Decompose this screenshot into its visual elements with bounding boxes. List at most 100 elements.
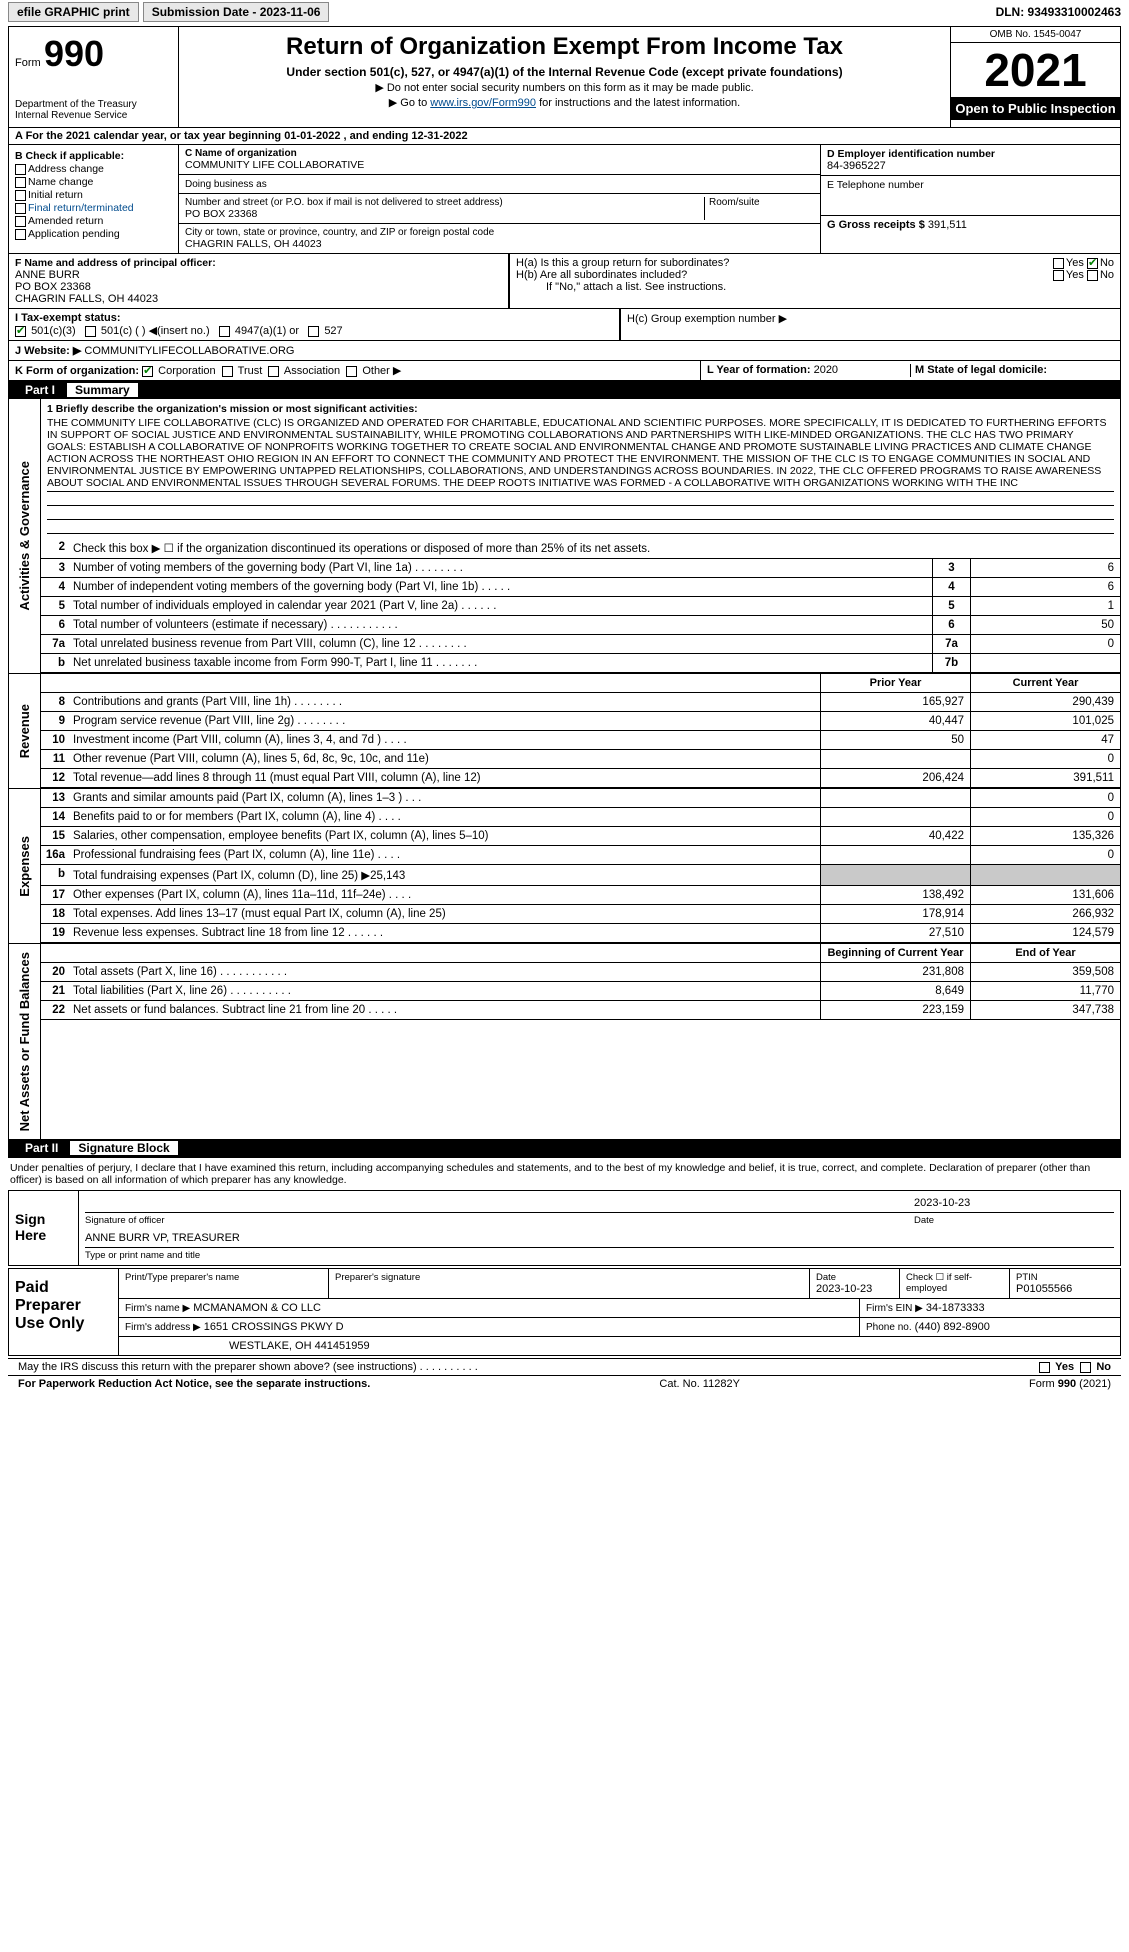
paid-preparer-block: Paid Preparer Use Only Print/Type prepar… [8, 1268, 1121, 1356]
table-row: 18Total expenses. Add lines 13–17 (must … [41, 905, 1120, 924]
omb-number: OMB No. 1545-0047 [951, 27, 1120, 43]
firm-ein: 34-1873333 [926, 1302, 985, 1314]
col-beginning-year: Beginning of Current Year [820, 944, 970, 962]
table-row: 15Salaries, other compensation, employee… [41, 827, 1120, 846]
discuss-yes[interactable] [1039, 1362, 1050, 1373]
form-header: Form 990 Department of the Treasury Inte… [9, 27, 1120, 128]
table-row: 16aProfessional fundraising fees (Part I… [41, 846, 1120, 865]
tax-year: 2021 [951, 43, 1120, 97]
sidebar-net-assets: Net Assets or Fund Balances [9, 944, 41, 1139]
efile-button[interactable]: efile GRAPHIC print [8, 2, 139, 22]
h-c: H(c) Group exemption number ▶ [620, 309, 1120, 340]
mission-text: THE COMMUNITY LIFE COLLABORATIVE (CLC) I… [47, 417, 1114, 492]
table-row: 11Other revenue (Part VIII, column (A), … [41, 750, 1120, 769]
firm-addr1: 1651 CROSSINGS PKWY D [204, 1321, 344, 1333]
dept-label: Department of the Treasury Internal Reve… [15, 99, 172, 121]
self-employed-check[interactable]: Check ☐ if self-employed [900, 1269, 1010, 1298]
irs-link[interactable]: www.irs.gov/Form990 [430, 97, 536, 109]
room-suite: Room/suite [704, 197, 814, 220]
table-row: 7aTotal unrelated business revenue from … [41, 635, 1120, 654]
check-association[interactable] [268, 366, 279, 377]
table-row: 5Total number of individuals employed in… [41, 597, 1120, 616]
website: COMMUNITYLIFECOLLABORATIVE.ORG [84, 345, 294, 357]
form-subtitle-1: Under section 501(c), 527, or 4947(a)(1)… [185, 65, 944, 79]
table-row: 19Revenue less expenses. Subtract line 1… [41, 924, 1120, 943]
table-row: 4Number of independent voting members of… [41, 578, 1120, 597]
check-501c3[interactable] [15, 326, 26, 337]
sign-date: 2023-10-23 [914, 1197, 1114, 1212]
table-row: 20Total assets (Part X, line 16) . . . .… [41, 963, 1120, 982]
form-subtitle-2: ▶ Do not enter social security numbers o… [185, 81, 944, 94]
gross-receipts: 391,511 [928, 219, 967, 231]
org-name: COMMUNITY LIFE COLLABORATIVE [185, 159, 814, 171]
penalties-text: Under penalties of perjury, I declare th… [0, 1160, 1129, 1188]
part-1-header: Part ISummary [9, 381, 1120, 399]
mission-label: 1 Briefly describe the organization's mi… [47, 403, 1114, 415]
ein: 84-3965227 [827, 160, 1114, 172]
table-row: 21Total liabilities (Part X, line 26) . … [41, 982, 1120, 1001]
h-b-note: If "No," attach a list. See instructions… [516, 281, 1114, 293]
table-row: 17Other expenses (Part IX, column (A), l… [41, 886, 1120, 905]
footer-right: Form 990 (2021) [1029, 1378, 1111, 1390]
check-initial-return[interactable]: Initial return [15, 189, 172, 201]
check-name-change[interactable]: Name change [15, 176, 172, 188]
ptin: P01055566 [1016, 1283, 1114, 1295]
firm-phone: (440) 892-8900 [915, 1321, 990, 1333]
preparer-date: 2023-10-23 [816, 1283, 893, 1295]
h-a-label: H(a) Is this a group return for subordin… [516, 257, 729, 269]
firm-addr2: WESTLAKE, OH 441451959 [119, 1337, 1120, 1355]
dln-label: DLN: 93493310002463 [996, 5, 1121, 19]
col-end-year: End of Year [970, 944, 1120, 962]
footer-mid: Cat. No. 11282Y [659, 1378, 740, 1390]
check-final-return[interactable]: Final return/terminated [15, 202, 172, 214]
officer-signature-name: ANNE BURR VP, TREASURER [85, 1232, 240, 1247]
table-row: bNet unrelated business taxable income f… [41, 654, 1120, 673]
org-address: PO BOX 23368 [185, 208, 704, 220]
sidebar-expenses: Expenses [9, 789, 41, 943]
block-b: B Check if applicable: Address change Na… [9, 145, 179, 253]
firm-name: MCMANAMON & CO LLC [193, 1302, 321, 1314]
year-formation: 2020 [814, 364, 838, 376]
h-b-label: H(b) Are all subordinates included? [516, 269, 687, 281]
submission-date: Submission Date - 2023-11-06 [143, 2, 330, 22]
tax-exempt-status: I Tax-exempt status: 501(c)(3) 501(c) ( … [15, 312, 613, 337]
table-row: 3Number of voting members of the governi… [41, 559, 1120, 578]
check-application-pending[interactable]: Application pending [15, 228, 172, 240]
top-toolbar: efile GRAPHIC print Submission Date - 20… [0, 0, 1129, 24]
form-title: Return of Organization Exempt From Incom… [185, 33, 944, 61]
officer-name: ANNE BURR [15, 269, 502, 281]
form-number: 990 [44, 33, 104, 74]
officer-addr2: CHAGRIN FALLS, OH 44023 [15, 293, 502, 305]
footer-left: For Paperwork Reduction Act Notice, see … [18, 1378, 370, 1390]
table-row: 8Contributions and grants (Part VIII, li… [41, 693, 1120, 712]
org-city: CHAGRIN FALLS, OH 44023 [185, 238, 814, 250]
check-other[interactable] [346, 366, 357, 377]
discuss-question: May the IRS discuss this return with the… [18, 1361, 1039, 1373]
table-row: 13Grants and similar amounts paid (Part … [41, 789, 1120, 808]
check-527[interactable] [308, 326, 319, 337]
table-row: 9Program service revenue (Part VIII, lin… [41, 712, 1120, 731]
check-corporation[interactable] [142, 366, 153, 377]
section-a: A For the 2021 calendar year, or tax yea… [9, 128, 1120, 145]
table-row: 14Benefits paid to or for members (Part … [41, 808, 1120, 827]
table-row: 22Net assets or fund balances. Subtract … [41, 1001, 1120, 1020]
table-row: 12Total revenue—add lines 8 through 11 (… [41, 769, 1120, 788]
discuss-no[interactable] [1080, 1362, 1091, 1373]
sidebar-governance: Activities & Governance [9, 399, 41, 673]
check-501c[interactable] [85, 326, 96, 337]
table-row: 6Total number of volunteers (estimate if… [41, 616, 1120, 635]
signature-block: Sign Here 2023-10-23 Signature of office… [8, 1190, 1121, 1266]
check-address-change[interactable]: Address change [15, 163, 172, 175]
check-trust[interactable] [222, 366, 233, 377]
sidebar-revenue: Revenue [9, 674, 41, 788]
check-amended[interactable]: Amended return [15, 215, 172, 227]
open-inspection: Open to Public Inspection [951, 97, 1120, 120]
check-4947[interactable] [219, 326, 230, 337]
table-row: 10Investment income (Part VIII, column (… [41, 731, 1120, 750]
form-subtitle-3: ▶ Go to www.irs.gov/Form990 for instruct… [185, 96, 944, 109]
form-prefix: Form [15, 57, 41, 69]
col-prior-year: Prior Year [820, 674, 970, 692]
officer-addr1: PO BOX 23368 [15, 281, 502, 293]
table-row: 2Check this box ▶ ☐ if the organization … [41, 538, 1120, 559]
part-2-header: Part IISignature Block [9, 1139, 1120, 1157]
